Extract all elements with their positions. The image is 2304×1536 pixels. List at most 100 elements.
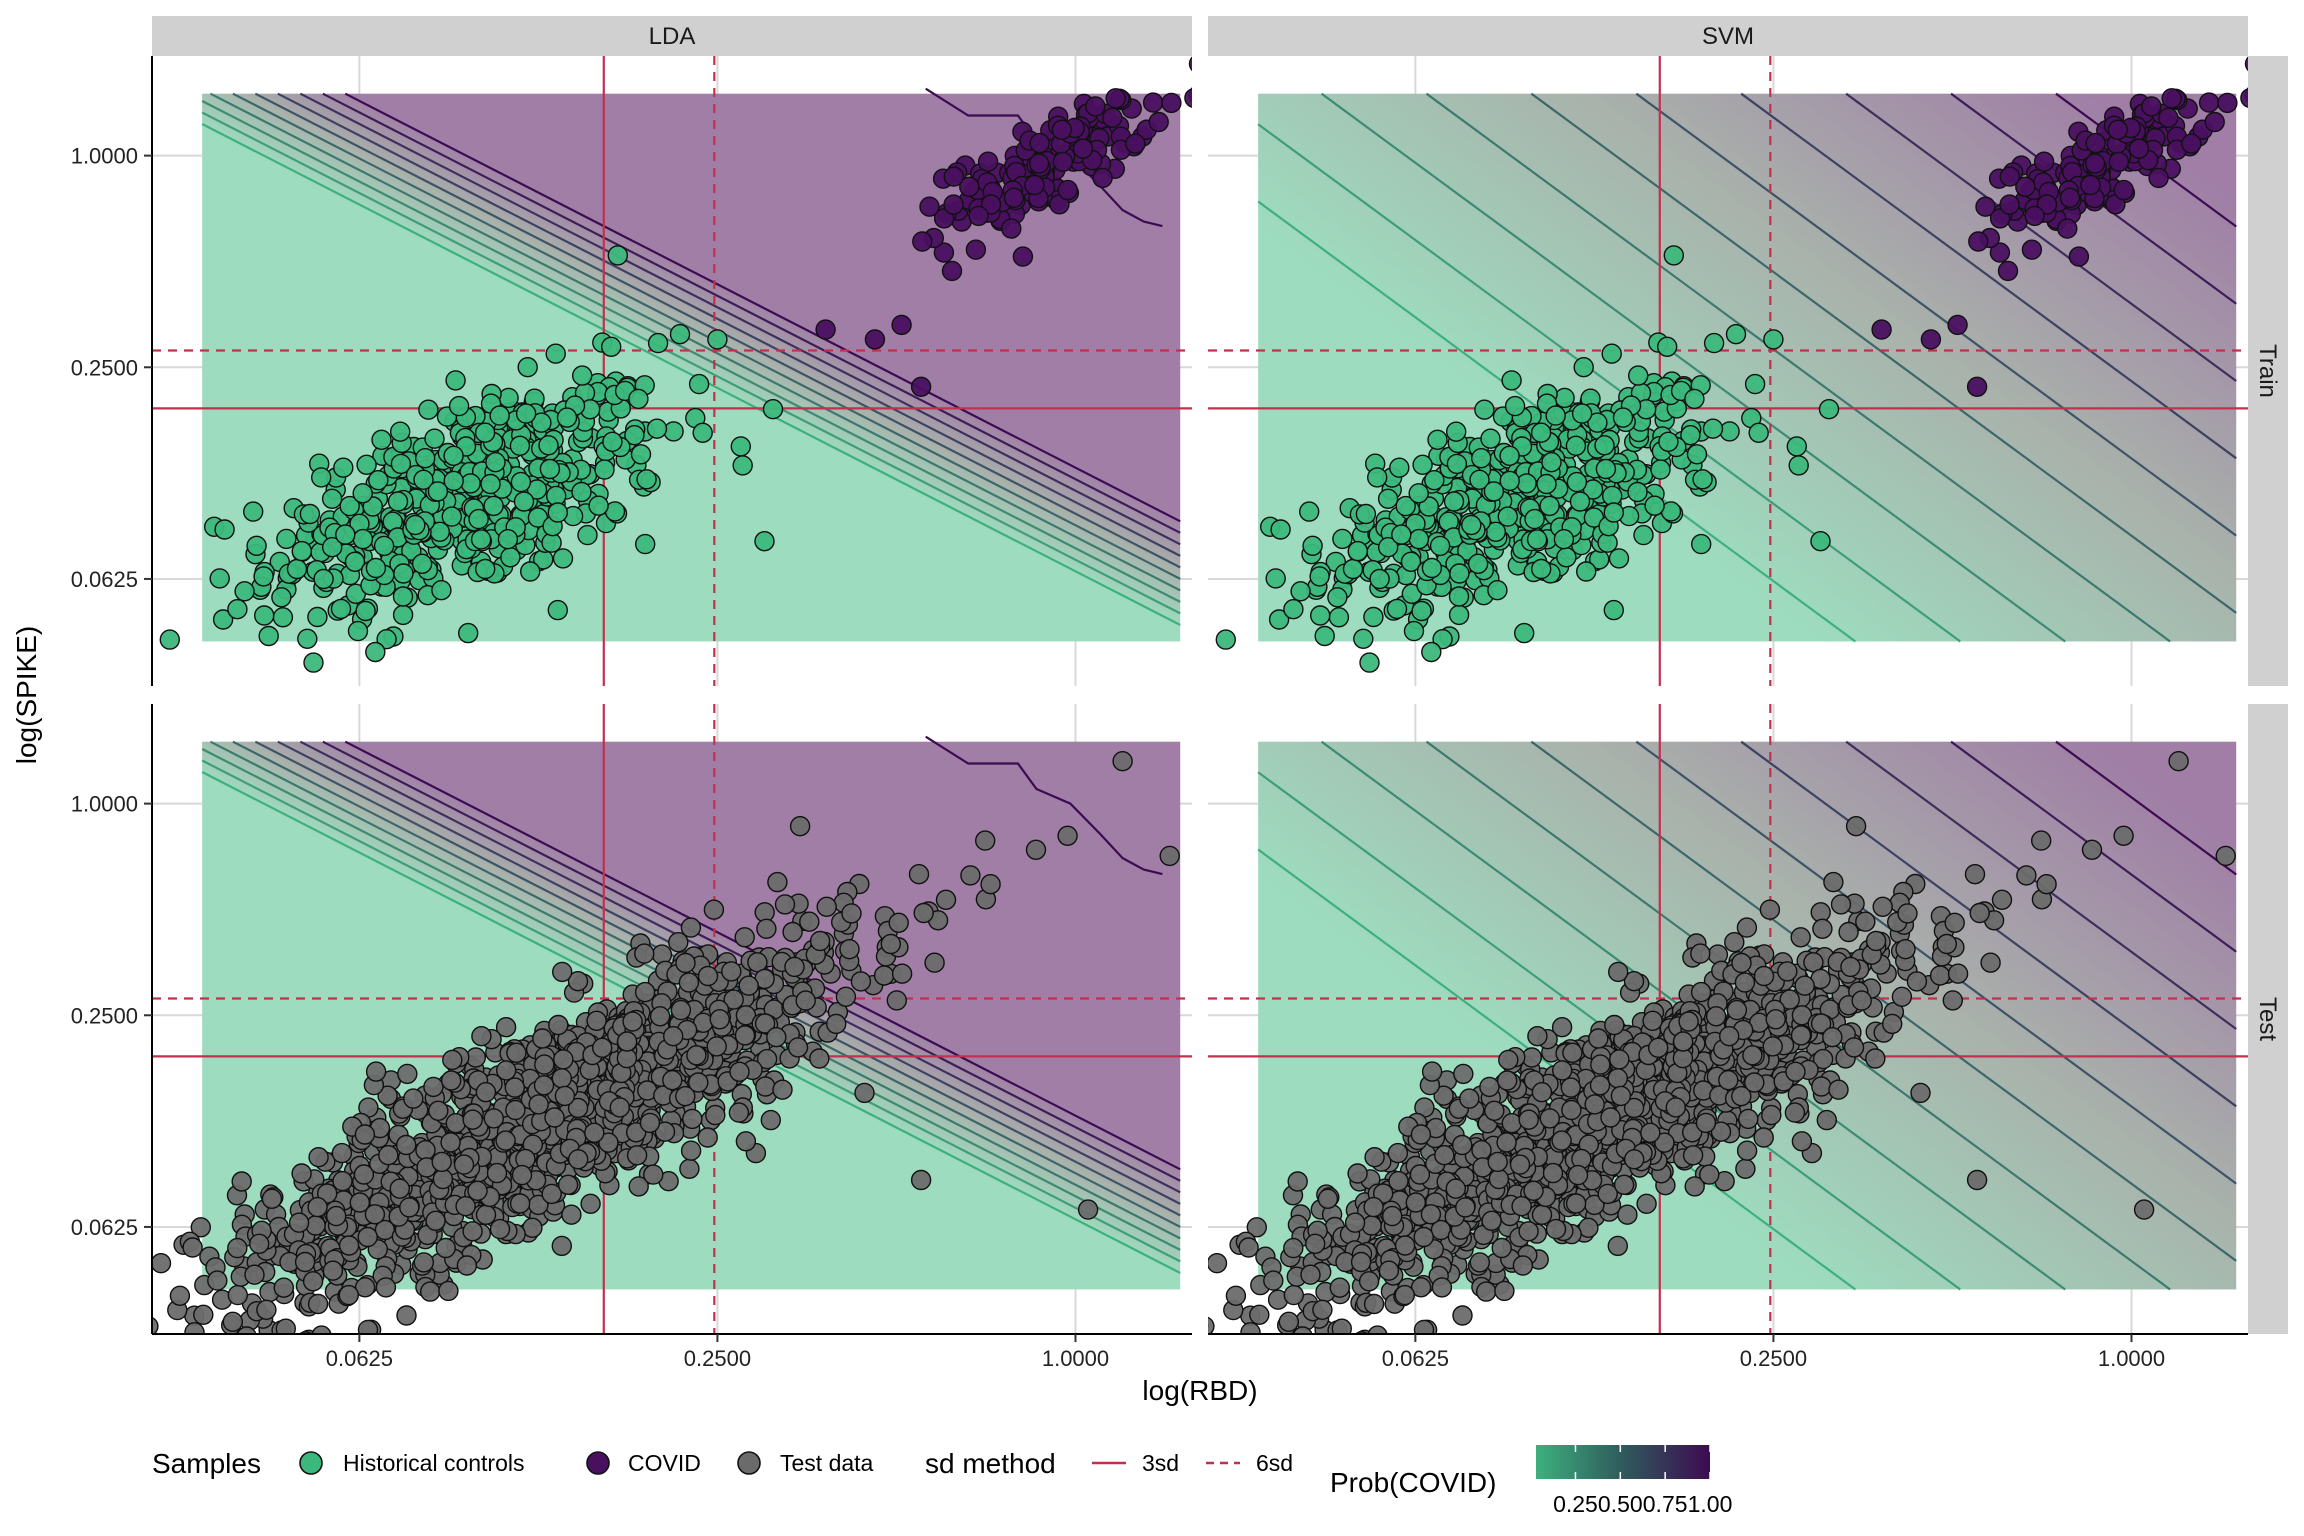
data-point-test-data — [680, 917, 702, 938]
data-point-historical-controls — [271, 587, 292, 608]
data-point-test-data — [772, 1079, 793, 1100]
data-point-test-data — [774, 894, 796, 915]
data-point-historical-controls — [1658, 431, 1679, 452]
strip-row-test-label: Test — [2254, 997, 2281, 1041]
data-point-covid — [933, 242, 955, 263]
data-point-test-data — [1445, 1178, 1467, 1199]
data-point-test-data — [2016, 865, 2037, 886]
data-point-test-data — [389, 1178, 410, 1199]
data-point-historical-controls — [1421, 641, 1442, 663]
data-point-test-data — [1542, 1162, 1564, 1184]
data-point-covid — [1092, 167, 1113, 189]
data-point-test-data — [261, 1188, 283, 1210]
data-point-test-data — [1865, 1048, 1886, 1069]
contour-line — [201, 123, 1181, 626]
data-point-test-data — [1843, 1037, 1865, 1058]
data-point-test-data — [1565, 1193, 1587, 1214]
data-point-test-data — [1969, 902, 1990, 924]
data-point-historical-controls — [468, 508, 489, 530]
data-point-historical-controls — [1215, 629, 1237, 650]
data-point-covid — [2033, 151, 2055, 172]
data-point-test-data — [1944, 912, 1965, 933]
data-point-test-data — [1872, 896, 1893, 917]
legend-samples-title: Samples — [152, 1448, 261, 1479]
data-point-test-data — [960, 865, 981, 886]
data-point-historical-controls — [1403, 620, 1425, 642]
data-point-test-data — [378, 1144, 399, 1166]
data-point-test-data — [706, 1036, 727, 1057]
data-point-test-data — [1791, 1005, 1813, 1026]
data-point-test-data — [598, 1132, 619, 1153]
data-point-historical-controls — [1411, 600, 1432, 622]
data-point-covid — [815, 319, 836, 340]
data-point-covid — [965, 239, 987, 260]
data-point-historical-controls — [480, 473, 501, 495]
strip-col-svm-label: SVM — [1702, 23, 1754, 50]
data-point-test-data — [616, 1031, 638, 1052]
data-point-test-data — [789, 816, 811, 837]
data-point-historical-controls — [352, 483, 373, 504]
data-point-historical-controls — [405, 514, 426, 536]
data-point-test-data — [1511, 1195, 1532, 1217]
data-point-covid — [2113, 179, 2135, 201]
data-point-test-data — [679, 1158, 700, 1180]
data-point-test-data — [415, 1139, 436, 1161]
data-point-test-data — [1159, 845, 1180, 867]
data-point-test-data — [1420, 1204, 1442, 1225]
data-point-test-data — [1488, 1168, 1510, 1190]
data-point-test-data — [1562, 1042, 1583, 1064]
data-point-test-data — [455, 1195, 476, 1217]
data-point-test-data — [311, 1325, 332, 1334]
data-point-historical-controls — [1302, 535, 1323, 556]
data-point-test-data — [274, 1355, 293, 1374]
data-point-historical-controls — [1328, 607, 1350, 628]
data-point-test-data — [89, 1419, 108, 1438]
data-point-test-data — [1855, 911, 1876, 932]
data-point-test-data — [544, 1107, 565, 1128]
data-point-test-data — [1539, 1108, 1561, 1129]
data-point-test-data — [1906, 971, 1928, 992]
data-point-historical-controls — [1408, 483, 1429, 504]
data-point-test-data — [908, 864, 930, 885]
data-point-historical-controls — [297, 628, 318, 649]
data-point-test-data — [453, 1154, 475, 1175]
contour-line — [1845, 92, 2237, 382]
contour-line — [1320, 92, 2066, 643]
data-point-test-data — [1246, 1217, 1268, 1238]
data-point-covid — [1085, 96, 1106, 117]
data-point-test-data — [2030, 830, 2052, 851]
x-tick-label: 1.0000 — [2098, 1346, 2165, 1371]
data-point-historical-controls — [1603, 502, 1625, 523]
data-point-test-data — [273, 1277, 294, 1298]
data-point-test-data — [364, 1204, 386, 1225]
data-point-test-data — [1895, 939, 1916, 960]
data-point-test-data — [1112, 751, 1133, 772]
data-point-test-data — [1494, 1280, 1515, 1302]
data-point-test-data — [1358, 1271, 1380, 1292]
legend-line-title: sd method — [925, 1448, 1056, 1479]
data-point-covid — [1142, 92, 1164, 113]
data-point-test-data — [580, 1193, 601, 1215]
data-point-historical-controls — [732, 455, 753, 476]
data-point-test-data — [1545, 1218, 1567, 1240]
data-point-historical-controls — [1594, 435, 1615, 456]
data-point-test-data — [2081, 839, 2103, 860]
data-point-historical-controls — [1690, 533, 1712, 555]
data-point-covid — [933, 208, 955, 229]
data-point-test-data — [1726, 999, 1748, 1021]
data-point-test-data — [626, 1145, 648, 1166]
data-point-covid — [2128, 138, 2150, 159]
data-point-test-data — [1640, 1122, 1661, 1144]
data-point-historical-controls — [1627, 365, 1649, 386]
data-point-test-data — [1891, 986, 1913, 1007]
contour-line — [201, 100, 1181, 603]
data-point-test-data — [662, 1069, 683, 1091]
contour-line — [299, 92, 1181, 546]
data-point-historical-controls — [1536, 473, 1557, 495]
data-point-covid — [1001, 218, 1022, 239]
data-point-test-data — [1455, 1197, 1476, 1218]
panel-svm-train — [1208, 56, 2248, 686]
data-point-historical-controls — [1483, 481, 1505, 502]
data-point-historical-controls — [474, 422, 496, 443]
